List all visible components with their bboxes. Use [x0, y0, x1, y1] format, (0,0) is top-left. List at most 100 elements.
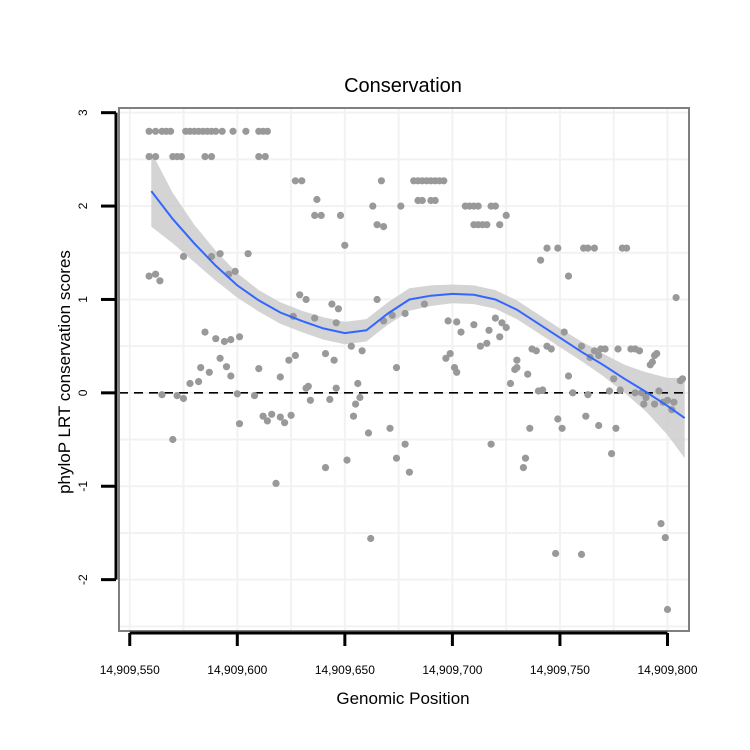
chart-title: Conservation	[344, 75, 462, 97]
data-point	[281, 419, 289, 427]
data-point	[216, 354, 224, 362]
data-point	[519, 464, 528, 472]
data-point	[513, 356, 521, 364]
data-point	[612, 424, 620, 432]
data-point	[560, 328, 568, 336]
data-point	[608, 450, 616, 458]
data-point	[332, 384, 340, 392]
data-point	[235, 420, 244, 428]
data-point	[152, 127, 160, 135]
data-point	[483, 221, 491, 229]
y-tick-label: 0	[76, 389, 90, 396]
data-point	[304, 382, 312, 390]
data-point	[485, 326, 493, 334]
data-point	[229, 127, 237, 135]
data-point	[291, 351, 299, 360]
data-point	[328, 300, 336, 308]
data-point	[590, 347, 599, 355]
data-point	[373, 221, 381, 229]
data-point	[152, 270, 160, 278]
data-point	[343, 456, 351, 464]
x-axis-label: Genomic Position	[336, 689, 469, 708]
data-point	[167, 127, 175, 135]
data-point	[242, 127, 250, 135]
y-axis-label: phyloP LRT conservation scores	[55, 250, 74, 494]
data-point	[554, 244, 562, 252]
y-tick-label: -1	[76, 481, 90, 492]
data-point	[470, 321, 478, 329]
data-point	[577, 342, 586, 350]
x-axis: 14,909,550 14,909,600 14,909,650 14,909,700…	[100, 631, 698, 677]
data-point	[513, 364, 521, 372]
data-point	[369, 202, 377, 210]
data-point	[268, 410, 276, 418]
data-point	[539, 386, 547, 394]
data-point	[326, 395, 334, 403]
data-point	[261, 153, 269, 161]
data-point	[341, 241, 349, 249]
data-point	[605, 387, 614, 395]
data-point	[201, 153, 209, 161]
data-point	[502, 211, 510, 219]
data-point	[386, 424, 394, 432]
data-point	[537, 256, 545, 264]
data-point	[313, 195, 321, 204]
panel-border	[118, 107, 690, 632]
data-point	[502, 323, 510, 332]
data-point	[276, 373, 284, 381]
data-point	[595, 351, 603, 360]
data-point	[158, 391, 166, 399]
data-point	[212, 127, 220, 135]
data-point	[392, 364, 401, 372]
data-point	[569, 389, 577, 397]
data-point	[177, 153, 185, 161]
data-point	[397, 202, 405, 210]
data-point	[564, 372, 573, 380]
data-point	[321, 350, 330, 358]
loess-fit-group	[150, 190, 686, 419]
data-point	[231, 267, 239, 275]
data-point	[496, 333, 504, 341]
data-point	[255, 153, 263, 161]
data-point	[259, 412, 267, 420]
data-point	[352, 400, 360, 408]
data-point	[145, 272, 153, 280]
data-point	[356, 393, 364, 402]
data-point	[648, 358, 657, 366]
loess-fit-line	[150, 190, 686, 419]
data-point	[358, 347, 366, 355]
data-point	[670, 398, 678, 406]
data-point	[233, 390, 241, 398]
data-point	[476, 342, 484, 350]
data-point	[197, 364, 205, 372]
scatter-points	[145, 127, 687, 614]
data-point	[380, 223, 388, 231]
x-tick-label: 14,909,800	[637, 663, 697, 677]
data-point	[678, 375, 687, 383]
data-point	[623, 244, 631, 252]
data-point	[291, 177, 299, 185]
data-point	[244, 250, 252, 258]
data-point	[440, 177, 448, 185]
data-point	[474, 221, 482, 229]
data-point	[453, 318, 461, 326]
x-tick-label: 14,909,650	[315, 663, 375, 677]
data-point	[218, 127, 226, 135]
data-point	[635, 347, 644, 355]
data-point	[373, 295, 381, 304]
data-point	[491, 202, 499, 210]
data-point	[334, 305, 342, 313]
data-point	[349, 412, 358, 420]
data-point	[661, 534, 669, 542]
data-point	[653, 350, 661, 358]
data-point	[663, 605, 672, 614]
data-point	[498, 319, 506, 327]
data-point	[663, 396, 672, 404]
data-point	[216, 250, 224, 258]
data-point	[601, 345, 609, 353]
y-axis: -2 -1 0 1 2 3	[76, 109, 118, 585]
data-point	[302, 295, 310, 304]
data-point	[321, 464, 330, 472]
data-point	[444, 317, 452, 325]
data-point	[179, 394, 188, 403]
